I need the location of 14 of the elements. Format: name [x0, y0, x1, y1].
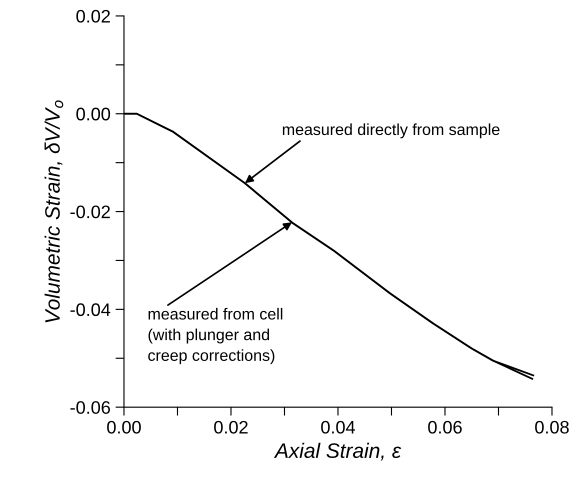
y-tick-label: 0.00: [76, 108, 110, 120]
y-tick-label: -0.02: [70, 205, 110, 218]
x-tick-label: 0.00: [107, 420, 141, 434]
x-tick-label: 0.02: [214, 420, 248, 434]
annotation: measured directly from sample: [282, 123, 500, 138]
y-tick-label: -0.04: [70, 303, 110, 316]
x-axis-title: Axial Strain, ε: [274, 442, 402, 461]
x-tick-label: 0.08: [535, 420, 569, 434]
x-tick-label: 0.06: [428, 420, 462, 434]
y-tick-label: 0.02: [76, 10, 110, 23]
y-tick-label: -0.06: [70, 401, 110, 414]
y-axis-title: Volumetric Strain, δV/V$_{o}$: [44, 100, 64, 322]
annotation: measured from cell (with plunger and creep corrections): [148, 308, 282, 364]
x-tick-label: 0.04: [321, 420, 356, 434]
